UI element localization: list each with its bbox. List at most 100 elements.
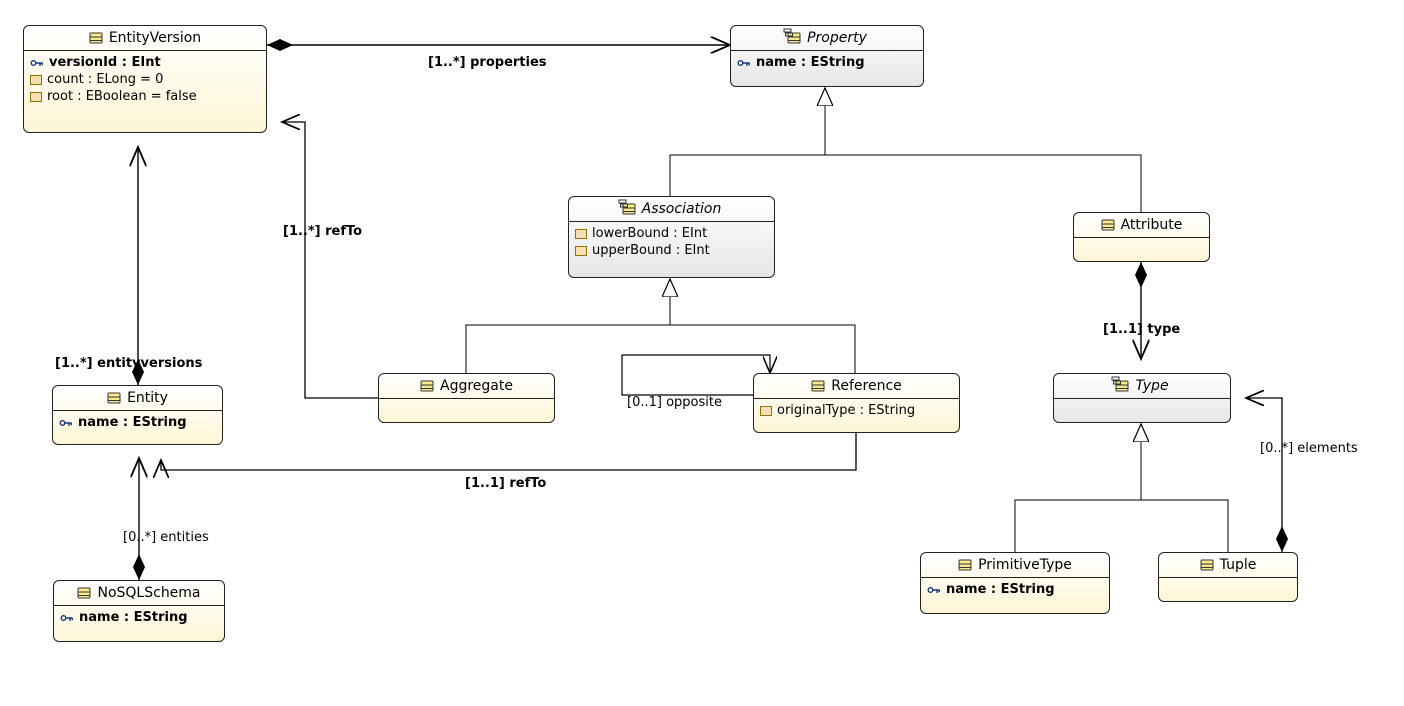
- label-opposite: [0..1] opposite: [627, 395, 722, 410]
- class-head: Property: [731, 26, 923, 51]
- class-icon: [420, 380, 434, 392]
- label-elements: [0..*] elements: [1260, 441, 1358, 456]
- class-name: Attribute: [1121, 217, 1183, 233]
- class-name: Association: [642, 201, 722, 217]
- class-icon: [958, 559, 972, 571]
- class-icon: [811, 380, 825, 392]
- class-icon: [1200, 559, 1214, 571]
- edge-prim-gen: [1015, 500, 1141, 552]
- class-body: name : EString: [731, 51, 923, 74]
- class-name: Type: [1135, 378, 1168, 394]
- class-type: Type: [1053, 373, 1231, 423]
- class-association: Association lowerBound : EInt upperBound :…: [568, 196, 775, 278]
- attribute-text: originalType : EString: [777, 403, 915, 418]
- class-head: PrimitiveType: [921, 553, 1109, 578]
- edge-ref-opposite: [622, 355, 770, 395]
- edge-assoc-gen: [670, 105, 825, 196]
- label-entities: [0..*] entities: [123, 530, 209, 545]
- class-reference: Reference originalType : EString: [753, 373, 960, 433]
- key-icon: [30, 58, 44, 68]
- key-icon: [60, 613, 74, 623]
- attribute-row: originalType : EString: [760, 402, 953, 419]
- class-tuple: Tuple: [1158, 552, 1298, 602]
- attribute-row: upperBound : EInt: [575, 242, 768, 259]
- class-head: Attribute: [1074, 213, 1209, 238]
- class-entityVersion: EntityVersion versionId : EInt count : EL…: [23, 25, 267, 133]
- key-icon: [737, 58, 751, 68]
- edge-tuple-gen: [1141, 500, 1228, 552]
- class-name: Aggregate: [440, 378, 513, 394]
- abstract-class-icon: [622, 203, 636, 215]
- attribute-row: root : EBoolean = false: [30, 88, 260, 105]
- attribute-text: versionId : EInt: [49, 55, 161, 70]
- label-refTo-ref: [1..1] refTo: [465, 476, 546, 491]
- class-name: EntityVersion: [109, 30, 201, 46]
- class-icon: [1101, 219, 1115, 231]
- attribute-text: lowerBound : EInt: [592, 226, 707, 241]
- class-head: Reference: [754, 374, 959, 399]
- field-icon: [30, 92, 42, 102]
- class-head: Tuple: [1159, 553, 1297, 578]
- edge-tuple-elements: [1246, 398, 1282, 552]
- class-body: [1074, 238, 1209, 244]
- class-body: [1054, 399, 1230, 405]
- class-icon: [89, 32, 103, 44]
- field-icon: [575, 246, 587, 256]
- class-head: Entity: [53, 386, 222, 411]
- class-aggregate: Aggregate: [378, 373, 555, 423]
- attribute-row: name : EString: [927, 581, 1103, 598]
- label-refTo-agg: [1..*] refTo: [283, 224, 362, 239]
- attribute-text: count : ELong = 0: [47, 72, 163, 87]
- attribute-row: versionId : EInt: [30, 54, 260, 71]
- class-entity: Entity name : EString: [52, 385, 223, 445]
- class-head: EntityVersion: [24, 26, 266, 51]
- attribute-text: upperBound : EInt: [592, 243, 710, 258]
- key-icon: [927, 585, 941, 595]
- edge-agg-gen: [466, 325, 670, 373]
- attribute-text: root : EBoolean = false: [47, 89, 197, 104]
- attribute-row: name : EString: [737, 54, 917, 71]
- class-name: PrimitiveType: [978, 557, 1072, 573]
- class-icon: [77, 587, 91, 599]
- class-attribute: Attribute: [1073, 212, 1210, 262]
- class-name: Tuple: [1220, 557, 1257, 573]
- class-body: name : EString: [921, 578, 1109, 601]
- attribute-row: count : ELong = 0: [30, 71, 260, 88]
- attribute-text: name : EString: [756, 55, 865, 70]
- class-body: [1159, 578, 1297, 584]
- class-name: Reference: [831, 378, 902, 394]
- label-entityversions: [1..*] entityversions: [55, 356, 202, 371]
- attribute-row: lowerBound : EInt: [575, 225, 768, 242]
- class-name: Property: [807, 30, 867, 46]
- class-body: name : EString: [54, 606, 224, 629]
- class-body: versionId : EInt count : ELong = 0 root : …: [24, 51, 266, 108]
- edge-ref-gen: [670, 325, 855, 373]
- class-noSQLSchema: NoSQLSchema name : EString: [53, 580, 225, 642]
- edge-ref-refToEntity: [161, 433, 856, 470]
- class-property: Property name : EString: [730, 25, 924, 87]
- attribute-row: name : EString: [60, 609, 218, 626]
- class-name: NoSQLSchema: [97, 585, 200, 601]
- class-head: NoSQLSchema: [54, 581, 224, 606]
- edge-agg-refTo: [282, 122, 378, 398]
- key-icon: [59, 418, 73, 428]
- class-head: Type: [1054, 374, 1230, 399]
- attribute-text: name : EString: [78, 415, 187, 430]
- class-body: lowerBound : EInt upperBound : EInt: [569, 222, 774, 262]
- class-body: name : EString: [53, 411, 222, 434]
- attribute-row: name : EString: [59, 414, 216, 431]
- class-icon: [107, 392, 121, 404]
- label-properties: [1..*] properties: [428, 55, 547, 70]
- class-name: Entity: [127, 390, 168, 406]
- field-icon: [760, 406, 772, 416]
- attribute-text: name : EString: [946, 582, 1055, 597]
- class-head: Association: [569, 197, 774, 222]
- field-icon: [30, 75, 42, 85]
- class-body: originalType : EString: [754, 399, 959, 422]
- class-head: Aggregate: [379, 374, 554, 399]
- abstract-class-icon: [787, 32, 801, 44]
- class-primitiveType: PrimitiveType name : EString: [920, 552, 1110, 614]
- field-icon: [575, 229, 587, 239]
- edge-attr-gen: [825, 155, 1141, 212]
- class-body: [379, 399, 554, 405]
